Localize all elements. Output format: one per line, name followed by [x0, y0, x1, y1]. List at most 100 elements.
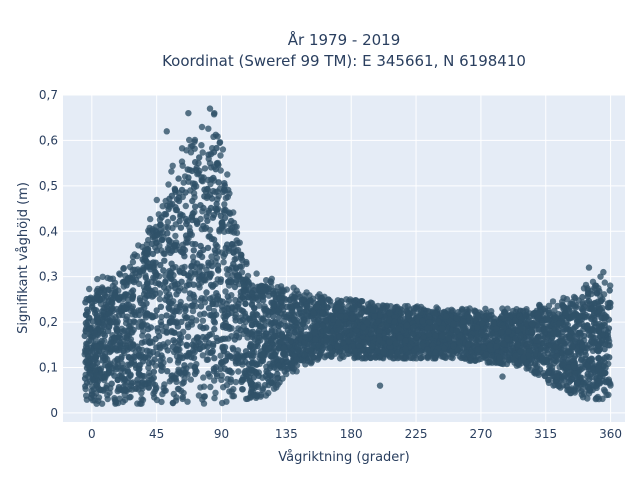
scatter-point: [247, 352, 254, 359]
scatter-point: [498, 329, 505, 336]
scatter-point: [550, 330, 557, 337]
scatter-point: [185, 109, 192, 117]
scatter-point: [240, 288, 248, 295]
scatter-point: [519, 325, 527, 332]
scatter-point: [221, 250, 229, 257]
scatter-point: [383, 321, 390, 329]
scatter-point: [238, 378, 245, 385]
scatter-point: [546, 309, 553, 317]
scatter-point: [284, 327, 291, 334]
scatter-point: [536, 302, 543, 309]
scatter-point: [205, 151, 212, 158]
scatter-point: [170, 374, 177, 381]
scatter-point: [417, 309, 424, 316]
scatter-point: [453, 327, 460, 335]
scatter-point: [149, 314, 156, 321]
scatter-point: [171, 187, 179, 194]
scatter-point: [261, 381, 269, 389]
scatter-point: [170, 243, 177, 251]
scatter-point: [169, 162, 176, 169]
scatter-point: [211, 247, 219, 254]
scatter-point: [197, 384, 204, 391]
scatter-point: [330, 316, 337, 323]
scatter-point: [151, 381, 159, 388]
scatter-point: [217, 352, 224, 359]
scatter-point: [163, 328, 170, 335]
y-tick-label: 0,4: [39, 224, 58, 238]
scatter-point: [363, 307, 371, 314]
scatter-point: [566, 378, 573, 386]
scatter-point: [499, 373, 506, 380]
scatter-point: [206, 233, 213, 240]
scatter-point: [185, 174, 192, 181]
scatter-point: [164, 368, 171, 375]
scatter-point: [244, 294, 252, 301]
scatter-point: [245, 366, 252, 373]
scatter-point: [374, 347, 381, 354]
scatter-point: [577, 363, 584, 370]
scatter-point: [203, 356, 211, 363]
scatter-point: [212, 166, 219, 173]
scatter-point: [210, 211, 218, 219]
scatter-point: [371, 313, 378, 320]
scatter-point: [563, 319, 570, 326]
scatter-point: [402, 337, 409, 344]
scatter-point: [99, 273, 106, 280]
scatter-point: [607, 282, 614, 289]
scatter-point: [201, 310, 208, 317]
scatter-point: [177, 369, 184, 376]
scatter-point: [538, 345, 545, 352]
scatter-point: [578, 391, 585, 398]
scatter-point: [216, 139, 223, 147]
y-tick-label: 0,1: [39, 361, 58, 375]
scatter-point: [200, 393, 208, 400]
scatter-point: [450, 342, 457, 350]
scatter-point: [190, 281, 197, 288]
scatter-point: [194, 260, 201, 267]
scatter-point: [280, 344, 288, 352]
scatter-point: [275, 362, 282, 369]
scatter-point: [221, 180, 228, 187]
scatter-point: [204, 185, 211, 193]
scatter-point: [272, 351, 279, 358]
scatter-point: [97, 386, 105, 394]
scatter-point: [99, 357, 106, 364]
scatter-point: [190, 184, 198, 191]
scatter-point: [84, 353, 92, 360]
scatter-point: [186, 228, 194, 235]
scatter-point: [211, 319, 218, 326]
x-axis-title: Vågriktning (grader): [278, 450, 409, 465]
scatter-point: [132, 311, 139, 319]
scatter-point: [143, 280, 151, 287]
scatter-point: [191, 348, 198, 356]
scatter-point: [283, 303, 290, 310]
scatter-point: [505, 328, 512, 335]
scatter-point: [482, 338, 490, 346]
scatter-point: [119, 311, 126, 319]
scatter-point: [218, 303, 226, 310]
scatter-point: [211, 377, 218, 384]
scatter-point: [217, 360, 225, 367]
x-tick-label: 225: [405, 427, 428, 441]
scatter-point: [462, 349, 470, 356]
scatter-point: [258, 323, 265, 330]
scatter-point: [203, 289, 210, 296]
scatter-point: [310, 309, 317, 316]
scatter-point: [155, 280, 162, 287]
scatter-point: [391, 318, 398, 325]
scatter-point: [274, 370, 281, 378]
scatter-point: [136, 295, 144, 302]
scatter-point: [161, 257, 168, 264]
scatter-point: [107, 339, 115, 346]
y-tick-label: 0,6: [39, 133, 58, 147]
scatter-point: [375, 317, 382, 325]
scatter-point: [152, 274, 159, 281]
scatter-point: [159, 363, 166, 371]
scatter-point: [459, 318, 467, 325]
scatter-point: [459, 306, 466, 314]
scatter-point: [87, 337, 95, 344]
scatter-point: [498, 313, 506, 320]
scatter-point: [206, 331, 213, 338]
scatter-point: [197, 249, 204, 257]
scatter-point: [510, 356, 517, 363]
